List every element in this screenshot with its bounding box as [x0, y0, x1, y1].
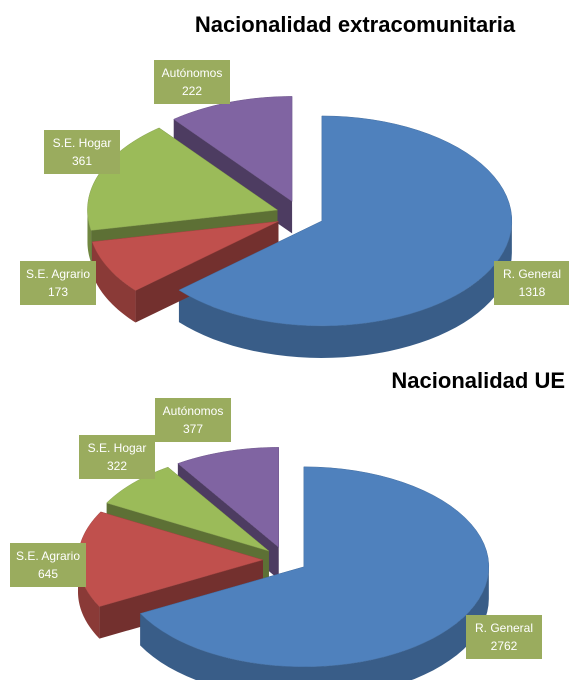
label-value: 361: [72, 154, 92, 168]
slice: [106, 466, 270, 552]
chart-title: Nacionalidad extracomunitaria: [195, 12, 516, 37]
label-box: [155, 398, 231, 442]
label-box: [154, 60, 230, 104]
slice-outer-wall: [78, 559, 100, 639]
label-box: [20, 261, 96, 305]
label-category: Autónomos: [163, 404, 224, 418]
label-category: R. General: [475, 621, 533, 635]
label-value: 173: [48, 285, 68, 299]
slice: [139, 466, 490, 668]
label-box: [79, 435, 155, 479]
label-value: 1318: [519, 285, 546, 299]
label-value: 645: [38, 567, 58, 581]
label-box: [466, 615, 542, 659]
label-box: [10, 543, 86, 587]
slice: [177, 447, 279, 548]
slice-outer-wall: [178, 220, 512, 358]
label-category: S.E. Hogar: [53, 136, 112, 150]
label-value: 2762: [491, 639, 518, 653]
label-value: 377: [183, 422, 203, 436]
label-box: [44, 130, 120, 174]
label-box: [494, 261, 569, 305]
label-category: S.E. Agrario: [16, 549, 80, 563]
label-category: Autónomos: [162, 66, 223, 80]
slice: [91, 221, 279, 291]
label-category: S.E. Hogar: [88, 441, 147, 455]
chart-title: Nacionalidad UE: [391, 368, 565, 393]
slice-outer-wall: [87, 210, 92, 263]
label-category: S.E. Agrario: [26, 267, 90, 281]
label-value: 322: [107, 459, 127, 473]
label-category: R. General: [503, 267, 561, 281]
label-value: 222: [182, 84, 202, 98]
